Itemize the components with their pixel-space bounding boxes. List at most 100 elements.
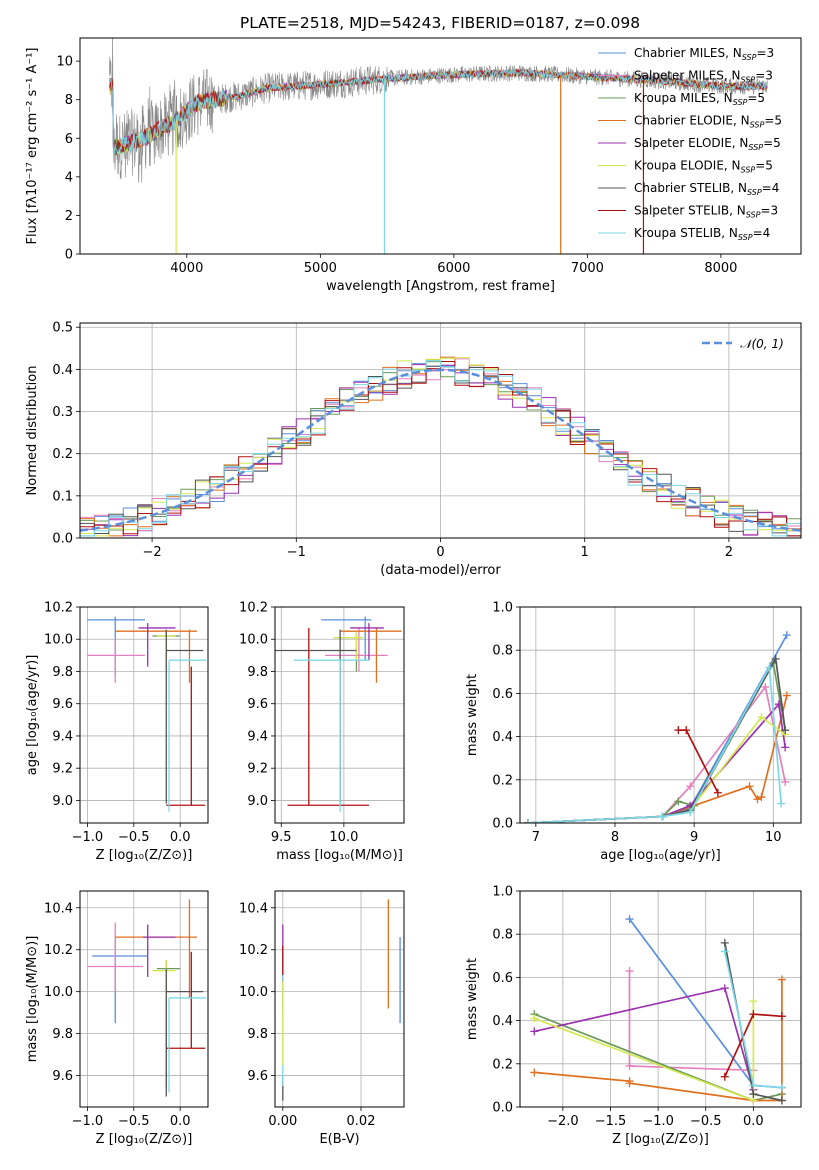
weight-point-3-0 bbox=[530, 1068, 539, 1077]
x-tick-label: 4000 bbox=[170, 261, 203, 276]
y-tick-label: 0.5 bbox=[52, 321, 73, 336]
legend-suffix: =3 bbox=[756, 46, 774, 60]
legend-subscript: SSP bbox=[741, 166, 756, 175]
x-tick-label: −1.0 bbox=[72, 830, 104, 845]
plot-spectrum: 4000 5000 6000 7000 8000 0 2 4 6 8 10 wavelength [A… bbox=[25, 37, 802, 294]
weight-point-7-1 bbox=[682, 726, 691, 735]
legend-entry: Kroupa MILES, NSSP=5 bbox=[634, 91, 765, 107]
axes-frame bbox=[79, 890, 209, 1108]
legend-suffix: =5 bbox=[755, 159, 773, 173]
y-tick-label: 0.6 bbox=[492, 687, 513, 702]
y-tick-label: 0.4 bbox=[492, 1014, 513, 1029]
axes-frame bbox=[274, 606, 405, 824]
weight-point-4-1 bbox=[720, 984, 729, 993]
y-tick-label: 0 bbox=[65, 248, 73, 263]
y-tick-label: 0.4 bbox=[52, 363, 73, 378]
y-tick-label: 0.0 bbox=[492, 817, 513, 832]
x-tick-label: 0.0 bbox=[170, 1114, 191, 1129]
weight-line-3 bbox=[527, 695, 788, 823]
y-tick-label: 0.8 bbox=[492, 928, 513, 943]
x-tick-label: −0.5 bbox=[690, 1114, 722, 1129]
normal-curve bbox=[80, 368, 801, 532]
y-tick-label: 0.2 bbox=[492, 1057, 513, 1072]
x-tick-label: 2 bbox=[725, 545, 733, 560]
weight-point-4-4 bbox=[781, 743, 790, 752]
x-axis-label: E(B-V) bbox=[319, 1132, 359, 1147]
x-axis-label: (data-model)/error bbox=[380, 563, 501, 578]
weight-point-0-3 bbox=[782, 631, 791, 640]
weight-point-6-1 bbox=[749, 1090, 758, 1099]
y-tick-label: 0.4 bbox=[492, 730, 513, 745]
plot-residuals: −2 −1 0 1 2 0.0 0.1 0.2 0.3 0.4 0.5 (data-model)/er… bbox=[25, 321, 802, 578]
y-tick-label: 8 bbox=[65, 93, 73, 108]
legend-subscript: SSP bbox=[741, 76, 756, 85]
y-tick-label: 10.0 bbox=[44, 985, 73, 1000]
axes-frame bbox=[519, 890, 802, 1108]
x-tick-label: 9 bbox=[690, 830, 698, 845]
plot-area bbox=[80, 891, 208, 1107]
y-tick-label: 9.0 bbox=[52, 794, 73, 809]
y-tick-label: 10.2 bbox=[44, 601, 73, 616]
y-tick-label: 9.0 bbox=[247, 794, 268, 809]
y-tick-label: 9.8 bbox=[52, 1027, 73, 1042]
weight-point-7-2 bbox=[713, 788, 722, 797]
x-tick-label: 0 bbox=[436, 545, 444, 560]
plot-area bbox=[108, 38, 768, 254]
x-axis-label: mass [log₁₀(M/M⊙)] bbox=[276, 848, 403, 863]
axes-frame bbox=[79, 37, 802, 255]
weight-point-8-2 bbox=[777, 1083, 786, 1092]
weight-line-4 bbox=[534, 987, 755, 1090]
y-tick-label: 9.8 bbox=[52, 665, 73, 680]
weight-line-3 bbox=[534, 979, 783, 1102]
x-tick-label: −1.0 bbox=[72, 1114, 104, 1129]
axes-frame bbox=[79, 606, 209, 824]
residual-histogram-5 bbox=[80, 357, 801, 537]
x-tick-label: 8000 bbox=[704, 261, 737, 276]
weight-point-3-5 bbox=[782, 691, 791, 700]
weight-point-5-0 bbox=[530, 1014, 539, 1023]
y-tick-label: 9.2 bbox=[52, 762, 73, 777]
legend-entry: Chabrier STELIB, NSSP=4 bbox=[634, 181, 779, 197]
y-axis-label: mass weight bbox=[465, 674, 480, 756]
x-tick-label: −2.0 bbox=[547, 1114, 579, 1129]
y-axis-label: mass [log₁₀(M/M⊙)] bbox=[25, 936, 40, 1063]
legend-entry: Chabrier MILES, NSSP=3 bbox=[634, 46, 774, 62]
plot-age_vs_Z: −1.0 −0.5 0.0 9.0 9.2 9.4 9.6 9.8 10.0 10.2 Z [log… bbox=[25, 601, 209, 863]
x-axis-label: age [log₁₀(age/yr)] bbox=[600, 848, 721, 863]
legend-entry: Chabrier ELODIE, NSSP=5 bbox=[634, 114, 782, 130]
legend-entry: Salpeter STELIB, NSSP=3 bbox=[634, 204, 778, 220]
legend-label: Chabrier STELIB, N bbox=[634, 181, 747, 195]
weight-point-7-0 bbox=[720, 1072, 729, 1081]
y-tick-label: 9.6 bbox=[52, 1069, 73, 1084]
x-tick-label: 10.0 bbox=[329, 830, 358, 845]
legend-subscript: SSP bbox=[746, 211, 761, 220]
y-tick-label: 0.8 bbox=[492, 644, 513, 659]
legend-subscript: SSP bbox=[733, 98, 748, 107]
y-tick-label: 0.0 bbox=[492, 1101, 513, 1116]
plot-area bbox=[80, 323, 801, 538]
y-tick-label: 10 bbox=[56, 55, 73, 70]
legend-label: Kroupa MILES, N bbox=[634, 91, 733, 105]
weight-point-3-4 bbox=[757, 793, 766, 802]
x-tick-label: 8 bbox=[611, 830, 619, 845]
y-tick-label: 10.0 bbox=[239, 633, 268, 648]
weight-point-3-2 bbox=[625, 1079, 634, 1088]
y-tick-label: 9.6 bbox=[52, 697, 73, 712]
x-tick-label: 0.0 bbox=[170, 830, 191, 845]
y-tick-label: 9.4 bbox=[247, 729, 268, 744]
weight-point-8-0 bbox=[523, 819, 532, 823]
weight-point-8-2 bbox=[686, 808, 695, 817]
x-tick-label: 1 bbox=[581, 545, 589, 560]
y-tick-label: 0.6 bbox=[492, 971, 513, 986]
x-tick-label: −2 bbox=[143, 545, 162, 560]
weight-line-5 bbox=[527, 716, 786, 823]
y-tick-label: 10.4 bbox=[239, 901, 268, 916]
weight-point-6-2 bbox=[777, 1096, 786, 1105]
x-tick-label: 9.5 bbox=[271, 830, 292, 845]
weight-line-4 bbox=[527, 702, 787, 823]
weight-point-8-0 bbox=[720, 947, 729, 956]
weight-point-1-3 bbox=[761, 682, 770, 691]
legend-suffix: =5 bbox=[763, 136, 781, 150]
y-tick-label: 9.8 bbox=[247, 1027, 268, 1042]
